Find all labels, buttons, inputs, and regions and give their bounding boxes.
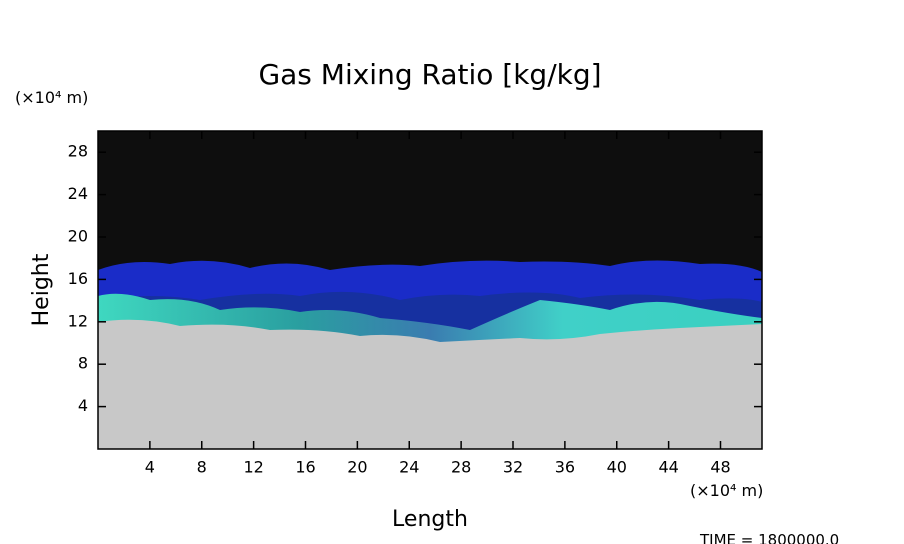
x-tick-label: 44 bbox=[658, 458, 678, 477]
x-tick-label: 28 bbox=[451, 458, 471, 477]
x-tick-label: 20 bbox=[347, 458, 367, 477]
chart-title: Gas Mixing Ratio [kg/kg] bbox=[258, 58, 601, 91]
y-tick-label: 20 bbox=[68, 227, 88, 246]
y-tick-label: 12 bbox=[68, 311, 88, 330]
x-tick-label: 4 bbox=[145, 458, 155, 477]
y-tick-label: 16 bbox=[68, 269, 88, 288]
x-tick-label: 32 bbox=[503, 458, 523, 477]
x-tick-label: 16 bbox=[295, 458, 315, 477]
x-unit: (×10⁴ m) bbox=[690, 481, 763, 500]
x-tick-label: 12 bbox=[243, 458, 263, 477]
y-tick-label: 24 bbox=[68, 184, 88, 203]
time-label: TIME = 1800000.0 bbox=[699, 531, 839, 544]
y-tick-label: 8 bbox=[78, 354, 88, 373]
y-tick-label: 4 bbox=[78, 396, 88, 415]
y-tick-label: 28 bbox=[68, 142, 88, 161]
x-tick-label: 24 bbox=[399, 458, 419, 477]
x-tick-label: 8 bbox=[197, 458, 207, 477]
x-tick-label: 48 bbox=[710, 458, 730, 477]
x-tick-label: 36 bbox=[555, 458, 575, 477]
x-tick-label: 40 bbox=[607, 458, 627, 477]
field-image bbox=[98, 131, 762, 449]
y-axis-label: Height bbox=[29, 253, 54, 326]
x-axis-label: Length bbox=[392, 507, 468, 532]
y-unit: (×10⁴ m) bbox=[15, 88, 88, 107]
plot-frame bbox=[97, 130, 763, 450]
